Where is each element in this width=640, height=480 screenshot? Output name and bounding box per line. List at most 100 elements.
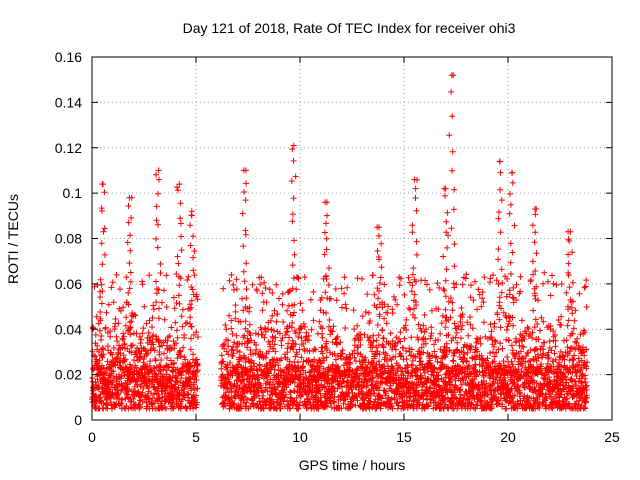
data-point <box>97 309 104 315</box>
data-point <box>498 197 505 204</box>
data-point <box>440 253 447 260</box>
data-point <box>231 339 238 346</box>
chart-title: Day 121 of 2018, Rate Of TEC Index for r… <box>183 20 516 36</box>
data-point <box>563 337 570 344</box>
data-point <box>145 329 152 336</box>
data-point <box>341 378 347 384</box>
data-point <box>224 385 231 392</box>
data-point <box>99 288 106 295</box>
data-point <box>280 398 287 405</box>
data-point <box>100 228 107 235</box>
data-point <box>178 233 185 240</box>
data-point <box>124 239 131 246</box>
data-point <box>235 374 242 381</box>
data-point <box>301 323 308 330</box>
data-point <box>127 247 134 254</box>
data-point <box>260 392 267 399</box>
data-point <box>253 346 260 353</box>
data-point <box>290 195 297 202</box>
data-point <box>184 277 191 283</box>
data-point <box>295 405 302 412</box>
data-point <box>102 324 109 331</box>
data-point <box>233 276 240 283</box>
data-point <box>243 286 250 293</box>
data-point <box>154 244 161 251</box>
data-point <box>256 362 263 369</box>
data-point <box>148 390 155 397</box>
data-point <box>107 333 114 340</box>
data-point <box>265 326 271 333</box>
data-point <box>239 295 245 302</box>
data-point <box>161 350 167 357</box>
data-point <box>102 370 109 377</box>
data-point <box>498 266 505 273</box>
data-point <box>391 293 397 300</box>
data-point <box>459 281 466 288</box>
data-point <box>174 378 181 385</box>
data-point <box>344 284 351 291</box>
data-point <box>180 344 187 351</box>
data-point <box>97 276 104 283</box>
data-point <box>128 366 135 373</box>
data-point <box>317 359 324 366</box>
data-point <box>495 246 502 253</box>
data-point <box>442 277 449 284</box>
data-point <box>279 335 286 341</box>
data-point <box>464 350 471 356</box>
data-point <box>175 384 182 391</box>
data-point <box>93 313 100 320</box>
data-point <box>137 404 144 411</box>
data-point <box>99 181 106 188</box>
data-point <box>324 212 330 219</box>
data-point <box>139 389 146 396</box>
data-point <box>380 343 387 350</box>
data-point <box>399 345 406 351</box>
data-point <box>188 297 195 304</box>
data-point <box>266 286 273 293</box>
data-point <box>98 281 105 288</box>
data-point <box>156 349 163 355</box>
data-point <box>475 286 482 293</box>
data-point <box>176 273 183 280</box>
data-point <box>497 186 504 193</box>
data-point <box>96 327 103 334</box>
data-point <box>120 330 127 337</box>
data-point <box>375 295 382 302</box>
data-point <box>366 310 372 316</box>
y-tick-label: 0.14 <box>55 94 82 110</box>
data-point <box>243 295 250 302</box>
data-point <box>161 316 168 323</box>
data-point <box>499 280 506 286</box>
data-point <box>187 363 194 370</box>
data-point <box>532 316 539 323</box>
data-point <box>127 331 134 338</box>
data-point <box>220 358 227 365</box>
data-point <box>338 355 345 362</box>
data-point <box>490 272 496 279</box>
data-point <box>117 307 124 314</box>
data-point <box>267 317 274 324</box>
data-point <box>508 271 514 277</box>
data-point <box>228 317 235 324</box>
data-point <box>120 304 127 311</box>
data-point <box>531 239 538 246</box>
data-point <box>533 250 540 257</box>
data-point <box>532 211 539 218</box>
x-tick-label: 10 <box>292 429 308 445</box>
data-point <box>329 328 336 335</box>
data-point <box>529 258 536 265</box>
data-point <box>155 286 162 293</box>
data-point <box>139 366 146 373</box>
data-point <box>313 362 320 369</box>
data-point <box>144 392 151 399</box>
data-point <box>323 338 330 345</box>
data-point <box>103 309 110 316</box>
data-point <box>127 324 134 331</box>
data-point <box>362 309 369 315</box>
data-point <box>225 351 232 358</box>
data-point <box>506 337 512 344</box>
data-point <box>146 375 152 382</box>
data-point <box>161 287 167 294</box>
data-point <box>405 274 412 281</box>
data-point <box>101 225 108 232</box>
